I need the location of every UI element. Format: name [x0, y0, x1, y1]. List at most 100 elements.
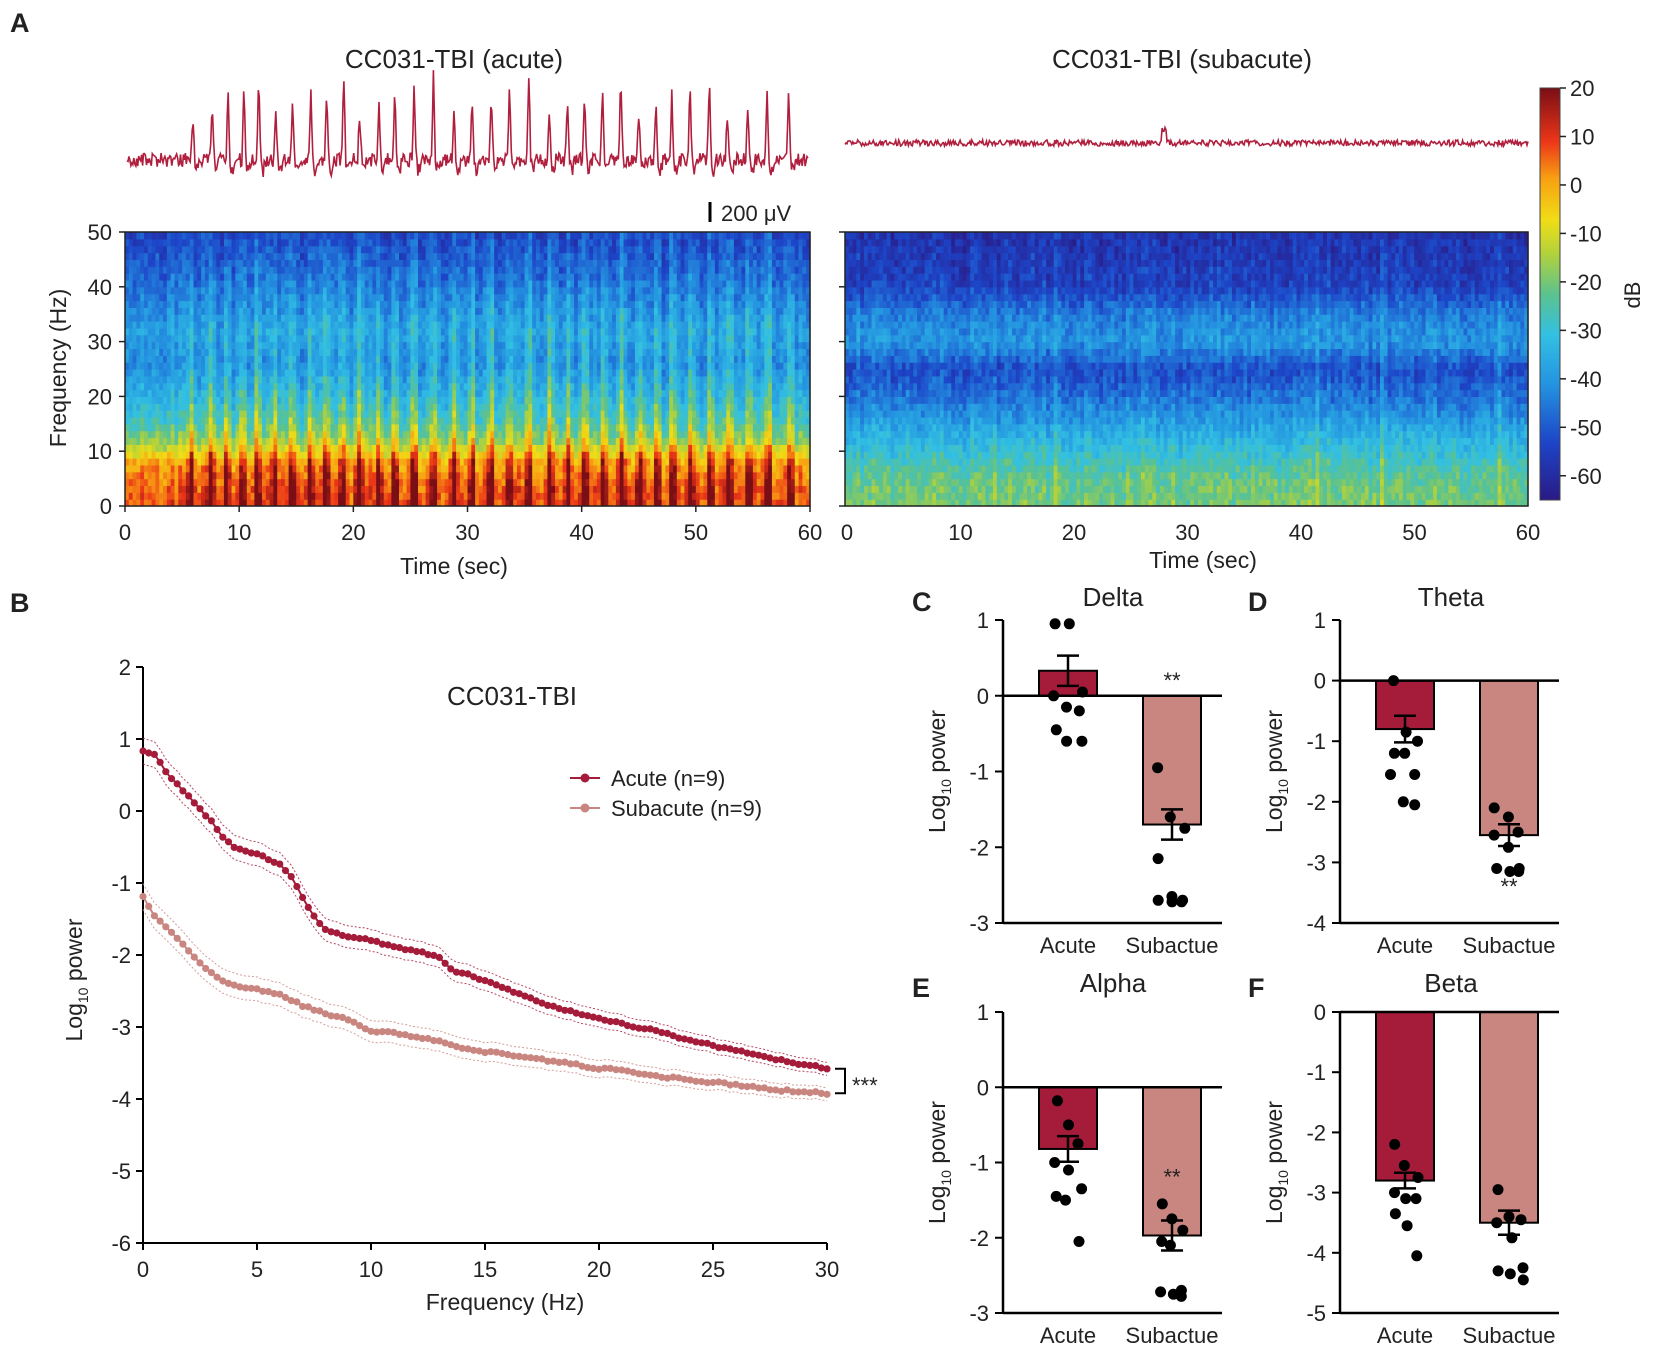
spectrogram-cell: [269, 396, 275, 404]
spectrogram-cell: [501, 382, 507, 391]
spectrogram-cell: [292, 485, 297, 493]
spectrogram-cell: [281, 464, 286, 473]
spectrogram-cell: [577, 259, 583, 267]
spectrogram-cell: [516, 307, 522, 315]
spectrogram-cell: [364, 478, 370, 487]
spectrogram-cell: [482, 279, 488, 288]
spectrogram-cell: [170, 334, 176, 343]
spectrogram-cell: [513, 348, 518, 356]
spectrogram-cell: [166, 232, 172, 240]
spectrogram-cell: [543, 382, 549, 391]
spectrogram-cell: [311, 266, 316, 274]
spectrogram-cell: [334, 232, 339, 240]
spectrogram-cell: [212, 286, 217, 295]
spectrogram-cell: [437, 259, 442, 267]
spectrogram-cell: [159, 334, 164, 343]
spectrogram-cell: [155, 259, 160, 267]
spectrogram-cell: [208, 375, 214, 384]
spectrogram-cell: [231, 245, 236, 254]
spectrogram-cell: [288, 410, 294, 418]
spectrogram-cell: [459, 273, 465, 281]
spectrogram-cell: [589, 471, 594, 480]
spectrogram-cell: [372, 499, 377, 507]
spectrogram-cell: [223, 451, 229, 459]
spectrogram-cell: [235, 464, 240, 473]
spectrogram-cell: [338, 293, 343, 302]
spectrogram-cell: [395, 471, 400, 480]
spectrogram-cell: [281, 252, 286, 260]
spectrogram-cell: [456, 252, 461, 260]
spectrogram-cell: [235, 499, 240, 507]
spectrogram-cell: [204, 458, 210, 466]
spectrogram-cell: [300, 403, 305, 411]
spectrogram-cell: [193, 492, 198, 500]
spectrogram-cell: [532, 300, 537, 308]
spectrogram-cell: [589, 375, 594, 384]
spectrogram-cell: [300, 451, 305, 459]
spectrogram-cell: [163, 273, 168, 281]
spectrogram-cell: [551, 300, 556, 308]
spectrogram-cell: [296, 499, 301, 507]
spectrogram-cell: [262, 410, 267, 418]
spectrogram-cell: [250, 334, 255, 343]
spectrogram-cell: [349, 266, 354, 274]
spectrogram-cell: [262, 471, 267, 480]
spectrogram-cell: [467, 232, 472, 240]
spectrogram-cell: [440, 327, 446, 336]
spectrogram-cell: [497, 416, 503, 425]
spectrogram-cell: [414, 238, 419, 247]
spectrogram-cell: [456, 307, 461, 315]
spectrogram-cell: [543, 307, 549, 315]
spectrogram-cell: [311, 375, 316, 384]
spectrogram-cell: [338, 403, 343, 411]
spectrogram-cell: [475, 341, 480, 350]
spectrogram-cell: [448, 355, 453, 363]
spectrogram-cell: [387, 375, 392, 384]
spectrogram-cell: [235, 471, 240, 480]
spectrogram-cell: [437, 389, 442, 397]
spectrogram-cell: [505, 266, 510, 274]
spectrogram-cell: [399, 410, 404, 418]
spectrogram-cell: [223, 232, 229, 240]
spectrogram-cell: [482, 416, 488, 425]
spectrogram-cell: [543, 355, 549, 363]
spectrogram-cell: [235, 252, 240, 260]
spectrogram-cell: [170, 464, 176, 473]
spectrogram-cell: [204, 279, 210, 288]
spectrogram-cell: [189, 369, 195, 377]
spectrogram-cell: [475, 355, 480, 363]
spectrogram-cell: [593, 458, 598, 466]
spectrogram-cell: [319, 348, 324, 356]
spectrogram-cell: [296, 279, 301, 288]
spectrogram-cell: [326, 362, 332, 370]
spectrogram-cell: [574, 252, 579, 260]
spectrogram-cell: [300, 423, 305, 432]
spectrogram-cell: [265, 266, 271, 274]
spectrogram-cell: [303, 266, 309, 274]
spectrogram-cell: [284, 382, 290, 391]
spectrogram-cell: [528, 471, 533, 480]
spectrogram-cell: [128, 334, 134, 343]
spectrogram-cell: [387, 369, 392, 377]
spectrogram-cell: [193, 314, 198, 322]
spectrogram-cell: [372, 252, 377, 260]
spectrogram-cell: [456, 273, 461, 281]
spectrogram-cell: [277, 259, 282, 267]
spectrogram-cell: [509, 396, 514, 404]
spectrogram-cell: [246, 478, 252, 487]
spectrogram-cell: [262, 273, 267, 281]
spectrogram-cell: [566, 307, 571, 315]
spectrogram-cell: [520, 341, 526, 350]
spectrogram-cell: [448, 403, 453, 411]
spectrogram-cell: [182, 437, 187, 445]
spectrogram-cell: [467, 348, 472, 356]
spectrogram-cell: [509, 348, 514, 356]
spectrogram-cell: [341, 464, 347, 473]
spectrogram-cell: [574, 444, 579, 452]
spectrogram-cell: [159, 279, 164, 288]
spectrogram-cell: [516, 451, 522, 459]
spectrogram-cell: [201, 499, 206, 507]
spectrogram-cell: [185, 327, 191, 336]
spectrogram-cell: [399, 403, 404, 411]
spectrogram-cell: [163, 375, 168, 384]
